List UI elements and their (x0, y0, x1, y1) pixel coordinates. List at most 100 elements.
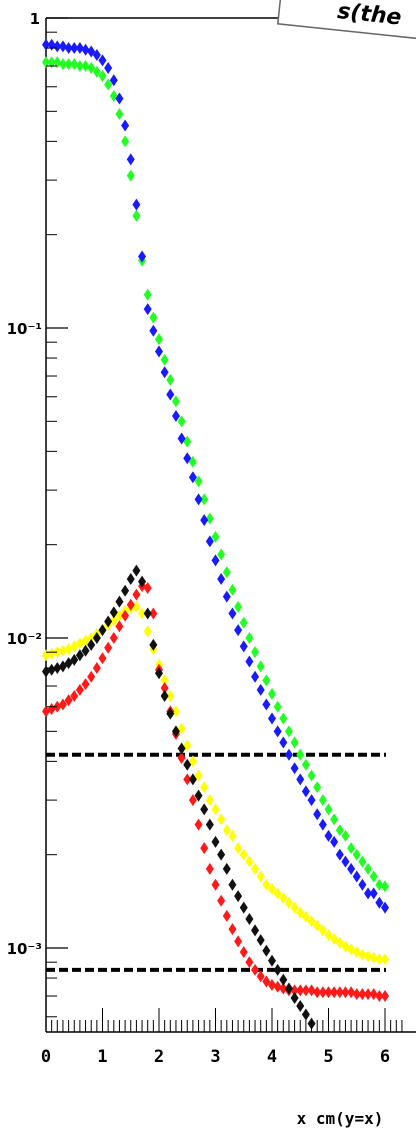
data-point (98, 69, 107, 82)
data-point (375, 990, 384, 1003)
data-point (205, 818, 214, 831)
data-point (92, 662, 101, 675)
x-tick-label: 3 (210, 1047, 220, 1067)
data-point (200, 514, 209, 527)
data-point (53, 56, 62, 69)
data-point (81, 678, 90, 691)
data-point (381, 953, 389, 966)
x-tick-label: 1 (97, 1047, 107, 1067)
data-point (234, 890, 243, 903)
x-axis-label: x cm(y=x) (297, 1109, 384, 1128)
data-point (211, 554, 220, 567)
data-point (194, 818, 203, 831)
data-point (171, 395, 180, 408)
data-point (53, 700, 62, 713)
data-point (166, 373, 175, 386)
data-point (335, 936, 344, 949)
data-point (115, 108, 124, 121)
data-point (205, 535, 214, 548)
data-point (53, 662, 62, 675)
title-box (276, 0, 416, 41)
data-point (109, 632, 118, 644)
data-point (335, 986, 344, 999)
data-point (364, 862, 373, 875)
data-point (222, 824, 231, 837)
data-point (364, 950, 373, 963)
series-black (42, 564, 316, 1030)
data-point (143, 581, 152, 594)
data-point (245, 913, 254, 926)
data-point (211, 530, 220, 543)
data-point (149, 311, 158, 324)
data-point (121, 584, 130, 597)
data-point (313, 808, 322, 821)
data-point (92, 65, 101, 78)
data-point (290, 984, 299, 997)
data-point (358, 988, 367, 1001)
data-point (138, 250, 147, 263)
data-point (364, 988, 373, 1001)
data-point (104, 641, 113, 654)
data-point (381, 901, 389, 914)
data-point (200, 842, 209, 855)
data-point (58, 58, 67, 71)
data-point (290, 991, 299, 1004)
data-point (171, 410, 180, 423)
data-point (121, 119, 130, 132)
data-point (160, 366, 169, 379)
data-point (228, 829, 237, 842)
data-point (205, 512, 214, 525)
data-point (307, 915, 316, 928)
data-point (217, 548, 226, 561)
data-point (279, 982, 288, 995)
data-point (92, 632, 101, 644)
data-point (70, 42, 79, 55)
data-point (200, 493, 209, 506)
data-point (330, 932, 339, 945)
data-point (70, 653, 79, 666)
data-point (98, 652, 107, 665)
data-point (98, 54, 107, 67)
y-tick-label: 10⁻² (7, 630, 42, 648)
data-point (183, 758, 192, 771)
data-point (234, 842, 243, 855)
data-point (222, 909, 231, 922)
data-point (256, 660, 265, 673)
data-point (239, 640, 248, 653)
data-point (296, 906, 305, 919)
data-point (47, 647, 56, 660)
data-point (155, 333, 163, 346)
data-point (313, 781, 322, 794)
y-tick-label: 1 (30, 10, 40, 28)
data-point (104, 615, 113, 628)
data-point (369, 887, 378, 900)
chart-title-banner: s(the (276, 0, 416, 41)
data-point (307, 984, 316, 997)
data-point (104, 78, 113, 91)
data-point (188, 471, 197, 484)
data-point (166, 689, 175, 702)
data-point (330, 835, 339, 848)
data-point (126, 153, 135, 166)
data-point (284, 982, 293, 995)
data-point (279, 973, 288, 986)
data-point (256, 934, 265, 947)
data-point (188, 773, 197, 786)
data-point (228, 607, 237, 620)
data-point (268, 978, 276, 991)
data-point (205, 862, 214, 875)
data-point (234, 624, 243, 637)
data-point (352, 988, 361, 1001)
data-point (155, 667, 163, 680)
data-point (301, 910, 310, 923)
data-point (42, 705, 50, 718)
data-point (284, 748, 293, 761)
data-point (375, 896, 384, 909)
x-tick-label: 2 (154, 1047, 164, 1067)
data-point (115, 595, 124, 608)
data-point (239, 848, 248, 861)
data-point (194, 789, 203, 802)
data-point (228, 878, 237, 891)
data-point (42, 56, 50, 69)
data-point (177, 742, 186, 755)
